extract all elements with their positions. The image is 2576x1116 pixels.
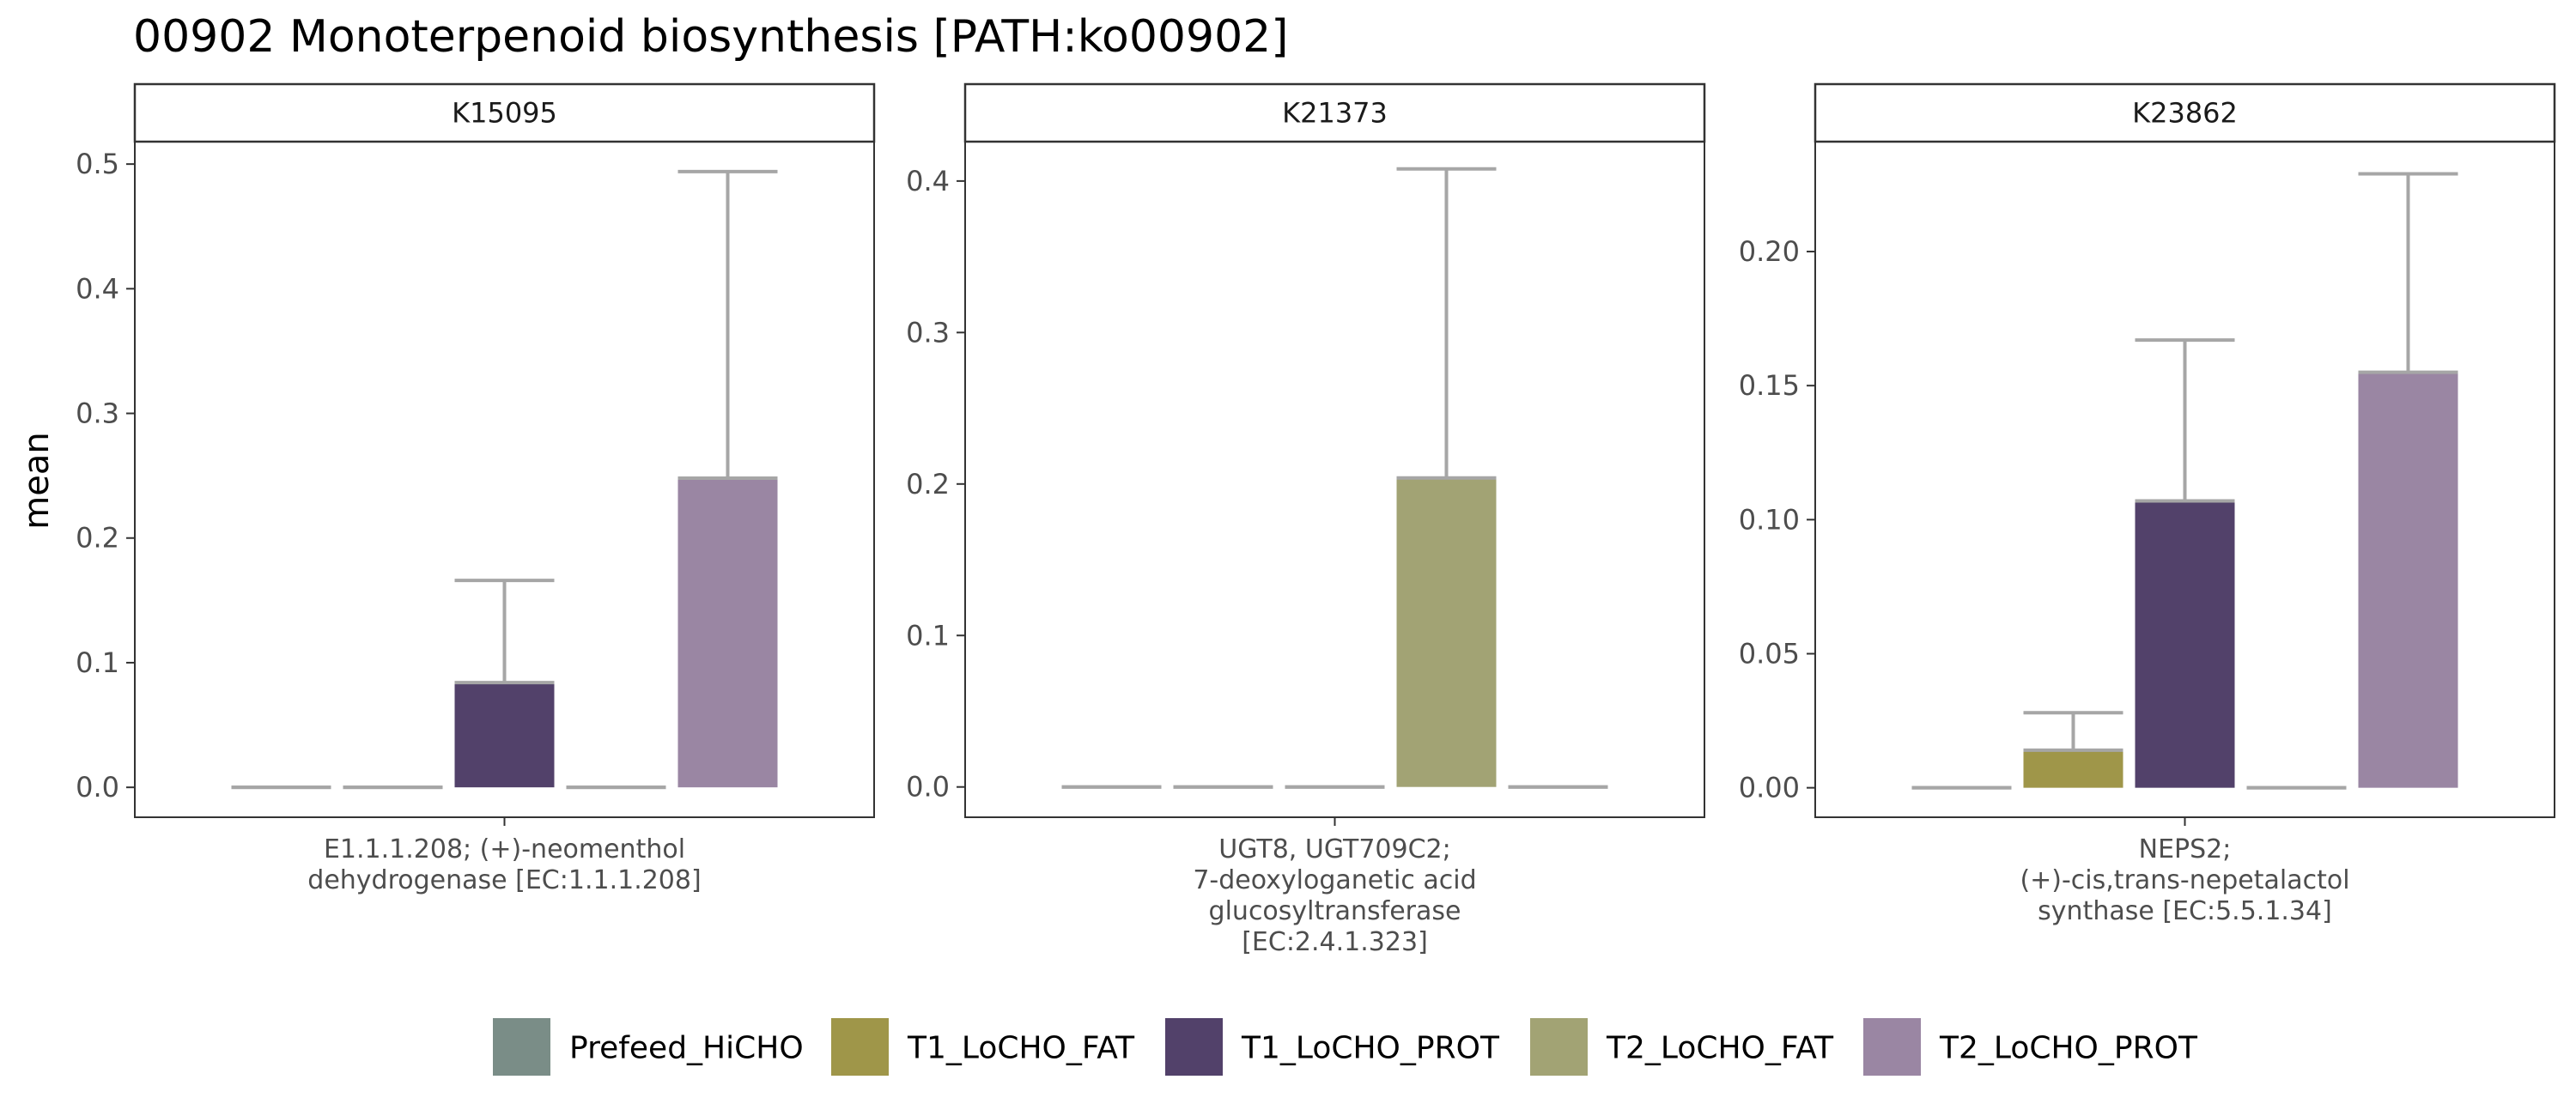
bar-t2-locho-prot [2358, 372, 2458, 788]
legend: Prefeed_HiCHO T1_LoCHO_FAT T1_LoCHO_PROT T2… [493, 1018, 2198, 1076]
x-category-label: UGT8, UGT709C2; [1218, 834, 1450, 864]
legend-item-prefeed-hicho: Prefeed_HiCHO [493, 1018, 804, 1076]
y-tick-label: 0.15 [1739, 369, 1800, 402]
legend-item-t1-locho-fat: T1_LoCHO_FAT [831, 1018, 1135, 1076]
y-tick-label: 0.2 [76, 522, 119, 555]
legend-label: T1_LoCHO_PROT [1241, 1031, 1500, 1066]
legend-key-swatch [493, 1018, 550, 1076]
strip-label: K21373 [1282, 97, 1388, 130]
x-category-label: (+)-cis,trans-nepetalactol [2020, 865, 2349, 895]
bar-t1-locho-prot [454, 682, 555, 788]
x-category-label: 7-deoxyloganetic acid [1193, 865, 1476, 895]
x-category-label: E1.1.1.208; (+)-neomenthol [324, 834, 685, 864]
bar-t2-locho-prot [677, 478, 778, 788]
y-tick-label: 0.5 [76, 148, 119, 180]
bar-t1-locho-prot [2135, 500, 2235, 788]
y-tick-label: 0.20 [1739, 235, 1800, 268]
bar-t1-locho-fat [2023, 749, 2123, 788]
panel-border [964, 141, 1705, 818]
facet-panel-k23862: K23862 0.00 0.05 0.10 0.15 0.20 NEPS2;(+)-cis,… [1739, 82, 2556, 926]
legend-label: T2_LoCHO_PROT [1939, 1031, 2198, 1066]
facet-panel-k15095: K15095 0.0 0.1 0.2 0.3 0.4 0.5 E1.1.1.208; (+)-… [76, 82, 876, 895]
x-category-label: [EC:2.4.1.323] [1242, 927, 1428, 957]
y-tick-label: 0.0 [906, 771, 950, 804]
x-category-label: synthase [EC:5.5.1.34] [2038, 896, 2332, 926]
legend-item-t2-locho-prot: T2_LoCHO_PROT [1863, 1018, 2198, 1076]
legend-item-t2-locho-fat: T2_LoCHO_FAT [1530, 1018, 1834, 1076]
y-tick-label: 0.00 [1739, 772, 1800, 804]
y-tick-label: 0.4 [76, 272, 119, 305]
y-tick-label: 0.1 [76, 646, 119, 679]
legend-label: T2_LoCHO_FAT [1606, 1031, 1834, 1066]
strip-label: K23862 [2132, 97, 2238, 130]
y-tick-label: 0.4 [906, 165, 950, 197]
y-tick-label: 0.1 [906, 619, 950, 652]
facet-panels: K15095 0.0 0.1 0.2 0.3 0.4 0.5 E1.1.1.208; (+)-… [76, 82, 2556, 957]
x-category-label: glucosyltransferase [1209, 896, 1461, 926]
facet-panel-k21373: K21373 0.0 0.1 0.2 0.3 0.4 UGT8, UGT709C2;7-de… [906, 82, 1706, 957]
legend-key-swatch [1165, 1018, 1223, 1076]
y-tick-label: 0.3 [76, 397, 119, 430]
x-category-label: NEPS2; [2139, 834, 2232, 864]
legend-item-t1-locho-prot: T1_LoCHO_PROT [1165, 1018, 1500, 1076]
strip-box [133, 82, 876, 143]
y-tick-label: 0.2 [906, 468, 950, 500]
legend-key-swatch [831, 1018, 889, 1076]
chart-title: 00902 Monoterpenoid biosynthesis [PATH:k… [133, 11, 1289, 63]
y-tick-label: 0.3 [906, 316, 950, 349]
x-category-label: dehydrogenase [EC:1.1.1.208] [307, 865, 701, 895]
y-tick-label: 0.0 [76, 771, 119, 804]
legend-label: Prefeed_HiCHO [569, 1031, 804, 1066]
legend-key-swatch [1530, 1018, 1588, 1076]
y-axis-label: mean [17, 432, 57, 529]
legend-label: T1_LoCHO_FAT [907, 1031, 1135, 1066]
y-tick-label: 0.05 [1739, 637, 1800, 670]
bar-t2-locho-fat [1396, 477, 1497, 787]
strip-label: K15095 [452, 97, 557, 130]
strip-box [1814, 82, 2556, 143]
y-tick-label: 0.10 [1739, 503, 1800, 536]
legend-key-swatch [1863, 1018, 1921, 1076]
